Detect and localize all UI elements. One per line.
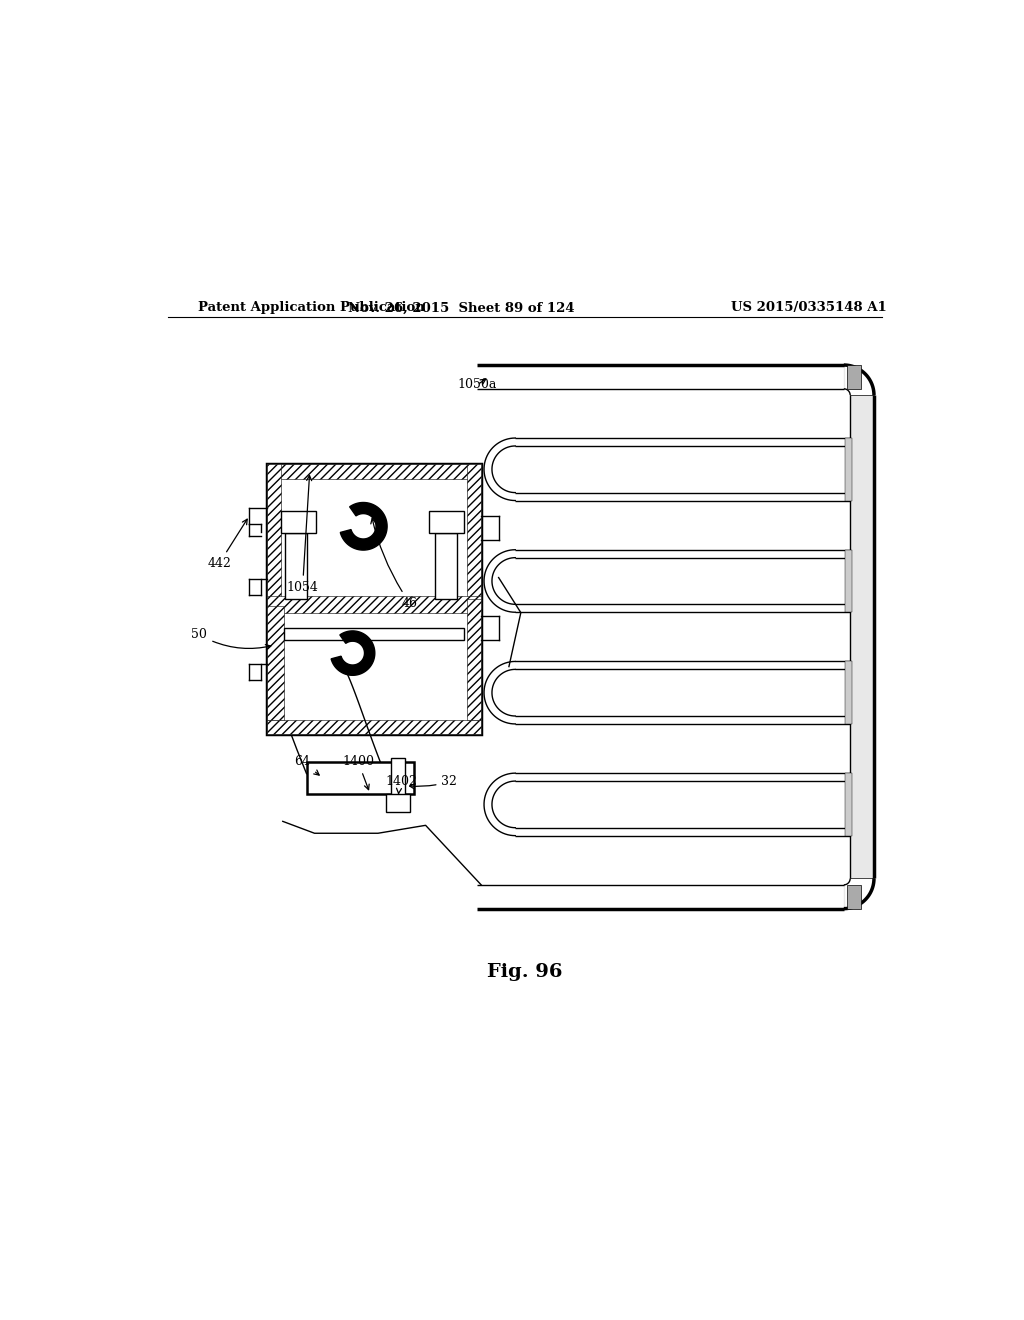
Text: 1402: 1402 [386,775,418,793]
Bar [847,366,861,389]
Bar [386,795,411,812]
Bar [847,884,861,908]
Text: US 2015/0335148 A1: US 2015/0335148 A1 [731,301,887,314]
Polygon shape [340,503,387,550]
Bar [429,511,464,533]
Text: 50: 50 [191,628,270,649]
Text: Fig. 96: Fig. 96 [487,964,562,981]
Bar [846,549,852,612]
Text: 1054: 1054 [287,475,318,594]
Bar [846,774,852,836]
Bar [850,395,873,879]
Bar [846,661,852,723]
Bar [467,599,481,719]
Text: 64: 64 [295,755,319,775]
Polygon shape [331,631,375,676]
Bar [285,533,307,599]
Bar [284,628,464,640]
Bar [306,762,414,793]
Bar [267,465,282,599]
Text: Patent Application Publication: Patent Application Publication [198,301,425,314]
Text: 442: 442 [207,519,247,570]
Bar [267,606,284,719]
Bar [267,719,481,734]
Bar [282,511,316,533]
Bar [467,465,481,599]
Bar [267,597,481,614]
Bar [267,465,481,734]
Text: 1400: 1400 [342,755,374,789]
Text: 46: 46 [371,519,418,610]
Bar [846,438,852,500]
Text: Nov. 26, 2015  Sheet 89 of 124: Nov. 26, 2015 Sheet 89 of 124 [348,301,574,314]
Bar [267,465,481,479]
Text: 32: 32 [410,775,458,789]
Bar [391,758,406,797]
Bar [435,533,458,599]
Text: 1050a: 1050a [458,379,497,391]
